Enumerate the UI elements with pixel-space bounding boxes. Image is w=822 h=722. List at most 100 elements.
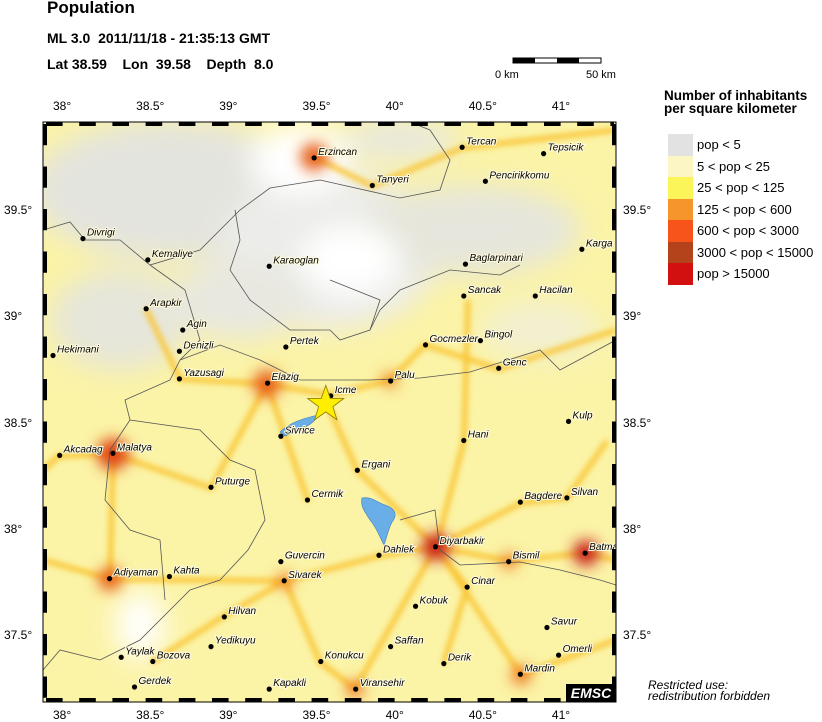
city-hacilan[interactable]: Hacilan bbox=[532, 284, 574, 299]
city-label: Guvercin bbox=[285, 551, 325, 562]
city-label: Diyarbakir bbox=[440, 536, 486, 547]
city-yazusagi[interactable]: Yazusagi bbox=[176, 367, 226, 382]
city-sancak[interactable]: Sancak bbox=[461, 284, 503, 299]
city-dot-icon bbox=[354, 467, 360, 473]
city-sivarek[interactable]: Sivarek bbox=[281, 569, 324, 584]
city-bagdere[interactable]: Bagdere bbox=[517, 490, 564, 505]
lon-tick-label-bottom: 38.5° bbox=[136, 708, 165, 722]
city-dot-icon bbox=[80, 236, 86, 242]
city-arapkir[interactable]: Arapkir bbox=[143, 297, 183, 312]
city-konukcu[interactable]: Konukcu bbox=[318, 650, 365, 665]
city-gocmezler[interactable]: Gocmezler bbox=[422, 333, 480, 348]
city-dot-icon bbox=[208, 484, 214, 490]
city-label: Puturge bbox=[215, 476, 250, 487]
city-cinar[interactable]: Cinar bbox=[464, 575, 497, 590]
city-denizli[interactable]: Denizli bbox=[176, 339, 215, 354]
city-kobuk[interactable]: Kobuk bbox=[412, 594, 450, 609]
province-borders bbox=[43, 122, 616, 671]
city-gerdek[interactable]: Gerdek bbox=[131, 675, 173, 690]
epicenter-star-icon[interactable] bbox=[306, 384, 345, 421]
city-label: Saffan bbox=[395, 636, 424, 647]
city-tanyeri[interactable]: Tanyeri bbox=[369, 174, 411, 189]
city-diyarbakir[interactable]: Diyarbakir bbox=[432, 535, 486, 550]
city-akcadag[interactable]: Akcadag bbox=[57, 443, 104, 458]
city-elazig[interactable]: Elazig bbox=[264, 371, 300, 386]
city-dot-icon bbox=[266, 263, 272, 269]
city-puturge[interactable]: Puturge bbox=[208, 475, 251, 490]
city-cermik[interactable]: Cermik bbox=[304, 488, 345, 503]
city-dot-icon bbox=[176, 376, 183, 382]
city-guvercin[interactable]: Guvercin bbox=[278, 550, 326, 565]
city-hekimani[interactable]: Hekimani bbox=[50, 344, 100, 359]
city-savur[interactable]: Savur bbox=[544, 616, 579, 631]
event-info: ML 3.0 2011/11/18 - 21:35:13 GMT bbox=[47, 30, 271, 46]
lon-tick-label-bottom: 39° bbox=[219, 708, 238, 722]
city-mardin[interactable]: Mardin bbox=[517, 662, 556, 677]
city-silvan[interactable]: Silvan bbox=[564, 486, 600, 501]
lon-tick-label-top: 40.5° bbox=[468, 99, 497, 113]
city-dot-icon bbox=[532, 293, 538, 299]
city-label: Baglarpinari bbox=[469, 253, 523, 264]
city-kemaliye[interactable]: Kemaliye bbox=[145, 248, 194, 263]
legend-item: 5 < pop < 25 bbox=[668, 155, 822, 178]
city-bingol[interactable]: Bingol bbox=[477, 329, 514, 344]
city-derik[interactable]: Derik bbox=[441, 652, 473, 667]
city-dahlek[interactable]: Dahlek bbox=[376, 543, 416, 558]
city-tercan[interactable]: Tercan bbox=[459, 135, 498, 150]
city-dot-icon bbox=[318, 658, 324, 665]
city-hani[interactable]: Hani bbox=[461, 429, 490, 444]
city-yedikuyu[interactable]: Yedikuyu bbox=[208, 635, 257, 650]
city-pertek[interactable]: Pertek bbox=[283, 335, 321, 350]
city-label: Denizli bbox=[183, 340, 214, 351]
city-adiyaman[interactable]: Adiyaman bbox=[106, 567, 159, 582]
legend-title-line1: Number of inhabitants bbox=[664, 88, 808, 103]
city-bismil[interactable]: Bismil bbox=[506, 550, 541, 565]
city-ergani[interactable]: Ergani bbox=[354, 458, 392, 473]
city-sivrice[interactable]: Sivrice bbox=[278, 424, 316, 439]
city-label: Icme bbox=[335, 385, 357, 396]
emsc-logo-text: EMSC bbox=[571, 685, 612, 701]
city-label: Sivarek bbox=[288, 570, 322, 581]
city-yaylak[interactable]: Yaylak bbox=[118, 645, 156, 660]
scale-bar bbox=[512, 57, 602, 64]
city-batman[interactable]: Batman bbox=[582, 541, 625, 556]
city-label: Hani bbox=[468, 430, 489, 441]
city-label: Arapkir bbox=[149, 298, 182, 309]
city-tepsicik[interactable]: Tepsicik bbox=[541, 142, 585, 157]
city-pencirikkomu[interactable]: Pencirikkomu bbox=[482, 169, 551, 184]
city-dot-icon bbox=[388, 378, 394, 384]
city-genc[interactable]: Genc bbox=[496, 356, 528, 371]
city-label: Genc bbox=[503, 357, 527, 368]
legend-swatch bbox=[668, 155, 693, 178]
city-kulp[interactable]: Kulp bbox=[565, 409, 594, 424]
city-dot-icon bbox=[166, 573, 173, 580]
lon-tick-label-bottom: 41° bbox=[551, 708, 571, 722]
city-palu[interactable]: Palu bbox=[388, 369, 416, 384]
legend-label: 25 < pop < 125 bbox=[697, 180, 785, 195]
city-agin[interactable]: Agin bbox=[180, 318, 208, 333]
city-label: Pertek bbox=[290, 336, 320, 347]
city-kapakli[interactable]: Kapakli bbox=[266, 677, 308, 692]
city-label: Tercan bbox=[466, 136, 497, 147]
city-hilvan[interactable]: Hilvan bbox=[221, 605, 258, 620]
city-dot-icon bbox=[582, 550, 588, 556]
city-dot-icon bbox=[106, 576, 113, 582]
city-karga[interactable]: Karga bbox=[579, 237, 614, 252]
city-label: Adiyaman bbox=[113, 568, 159, 579]
city-label: Gerdek bbox=[139, 676, 173, 687]
city-omerli[interactable]: Omerli bbox=[555, 643, 594, 658]
city-viransehir[interactable]: Viransehir bbox=[353, 677, 406, 692]
city-malatya[interactable]: Malatya bbox=[110, 441, 153, 456]
city-baglarpinari[interactable]: Baglarpinari bbox=[462, 252, 525, 267]
city-label: Hekimani bbox=[57, 345, 99, 356]
city-bozova[interactable]: Bozova bbox=[150, 650, 192, 665]
city-erzincan[interactable]: Erzincan bbox=[311, 146, 358, 161]
city-divrigi[interactable]: Divrigi bbox=[80, 227, 117, 242]
city-karaoglan[interactable]: Karaoglan bbox=[266, 254, 320, 269]
city-dot-icon bbox=[506, 559, 512, 565]
city-saffan[interactable]: Saffan bbox=[388, 635, 425, 650]
city-kahta[interactable]: Kahta bbox=[166, 565, 201, 580]
legend-label: pop > 15000 bbox=[697, 266, 770, 281]
city-dot-icon bbox=[283, 344, 289, 350]
